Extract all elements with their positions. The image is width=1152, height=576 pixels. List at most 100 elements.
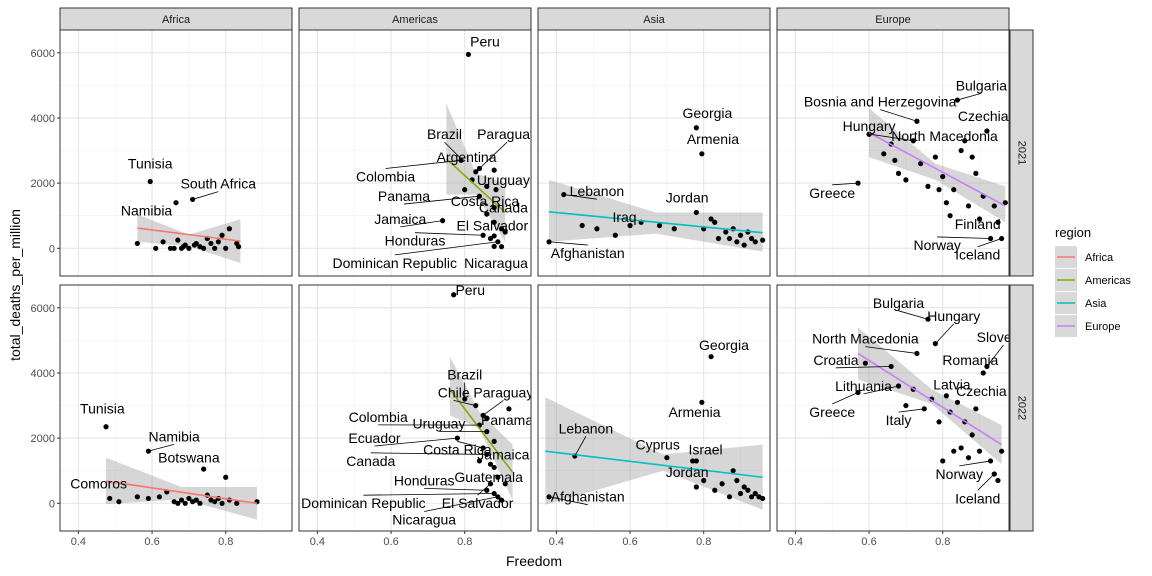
label-leader-line [549,241,588,246]
data-point [502,481,508,487]
panel-background [538,30,770,276]
data-point [193,240,199,247]
data-point [502,229,508,235]
data-point [201,466,207,472]
panel-background [777,285,1009,531]
data-point [976,216,983,222]
point-label: Armenia [668,404,720,420]
point-label: Norway [913,237,960,253]
data-point [958,147,964,154]
facet-strip-label: 2021 [1016,141,1028,165]
y-tick-label: 4000 [31,368,55,380]
point-label: North Macedonia [812,331,919,347]
data-point [498,497,505,503]
panel-border [59,284,293,532]
data-point [212,245,218,251]
point-label: Dominican Republic [301,495,426,511]
point-label: Namibia [121,203,173,219]
panel-data: Peru Brazil Paraguay Argentina Colombia Urugu… [332,33,531,271]
x-tick-label: 0.6 [622,536,637,548]
data-point [943,393,949,399]
data-point [173,200,179,206]
data-point [910,138,916,144]
label-leader-line [977,238,1002,248]
point-label: Peru [470,33,500,49]
regression-line [545,450,763,479]
point-label: Greece [809,404,855,420]
point-label: Botswana [158,450,220,466]
data-point [715,235,722,242]
data-point [958,445,964,451]
data-point [495,474,501,480]
data-point [752,490,758,497]
point-label: Croatia [813,352,858,368]
data-point [491,204,497,211]
regression-line [105,480,258,505]
point-label: Georgia [699,337,749,353]
label-leader-line [424,487,487,491]
point-label: Norway [936,466,983,482]
data-point [726,235,733,242]
y-tick-label: 4000 [31,113,55,125]
data-point [973,170,979,176]
point-label: Panama [378,188,430,204]
y-axis-title: total_deaths_per_million [7,209,23,361]
data-point [999,448,1005,454]
y-tick-label: 6000 [31,303,55,315]
point-label: Hungary [843,118,896,134]
legend-item-label: Asia [1085,298,1107,310]
legend-item-label: Americas [1085,275,1131,287]
point-label: Honduras [385,233,446,249]
data-point [462,187,468,193]
data-point [701,477,707,484]
point-label: Afghanistan [551,245,625,261]
data-point [579,222,585,229]
point-label: South Africa [181,176,257,192]
data-point [226,226,232,232]
data-point [506,406,512,412]
data-point [723,229,729,235]
x-tick-label: 0.8 [935,536,950,548]
point-label: Armenia [687,131,739,147]
y-tick-label: 2000 [31,433,55,445]
label-leader-line [935,323,955,344]
data-point [491,219,497,225]
label-leader-line [937,236,991,239]
panel-asia-2022: Georgia Armenia Lebanon Cyprus Israel Jordan A… [537,284,771,548]
x-tick-label: 0.8 [696,536,711,548]
data-point [748,494,755,500]
panel-border [776,284,1010,532]
data-point [473,169,479,175]
x-tick-label: 0.4 [549,536,564,548]
point-label: Ecuador [348,430,400,446]
label-leader-line [898,310,929,320]
label-leader-line [148,444,175,452]
data-point [223,245,229,251]
legend-item-label: Africa [1085,252,1114,264]
data-point [175,237,181,243]
point-label: Brazil [427,126,462,142]
label-leader-line [548,496,588,506]
facet-strip-2022 [1009,284,1034,532]
regression-line [449,388,514,473]
label-leader-line [977,473,995,491]
data-point [208,240,214,247]
point-label: Czechia [958,108,1009,124]
data-point [730,468,736,474]
regression-line [445,158,506,214]
point-label: Afghanistan [551,489,625,505]
facet-strip-label: Americas [392,14,438,26]
data-point [153,245,159,251]
label-leader-line [832,182,859,186]
data-point [895,170,902,176]
data-point [760,495,766,502]
panel-background [60,285,292,531]
label-leader-line [414,232,484,236]
data-point [484,183,490,189]
label-leader-line [444,141,462,159]
point-label: Canada [479,199,528,215]
point-label: Namibia [148,428,200,444]
